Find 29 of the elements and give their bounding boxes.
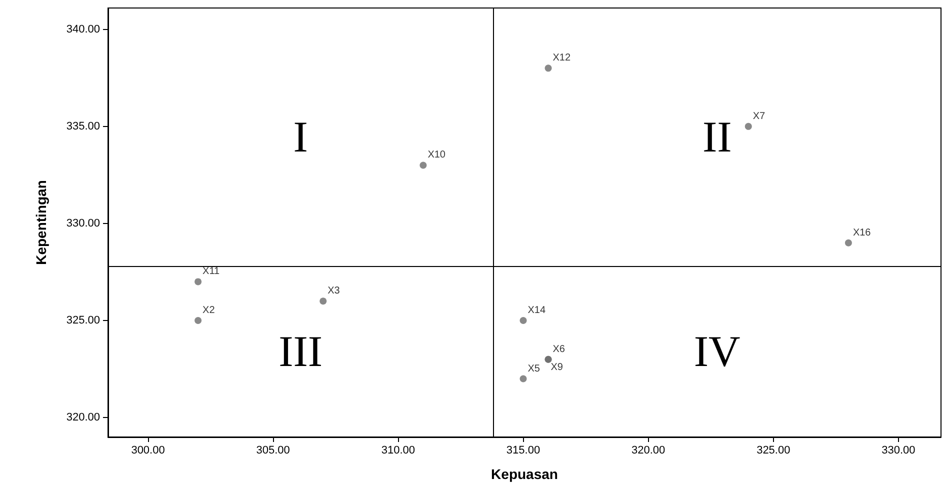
data-label: X11: [202, 266, 220, 278]
x-tick-label: 330.00: [882, 444, 916, 456]
annotation: III: [278, 327, 323, 376]
data-label: X12: [552, 52, 571, 64]
y-axis-title: Kepentingan: [33, 180, 49, 265]
data-label: X6: [552, 344, 566, 355]
annotation: I: [293, 112, 308, 162]
data-label: X10: [428, 150, 446, 161]
x-tick-label: 300.00: [131, 444, 165, 456]
y-tick-label: 325.00: [66, 314, 100, 327]
data-label: X2: [202, 305, 216, 316]
x-tick-label: 325.00: [756, 444, 790, 456]
annotation: II: [702, 112, 732, 162]
x-tick-label: 320.00: [631, 444, 666, 456]
data-label: X14: [528, 305, 546, 316]
annotation: IV: [694, 327, 741, 376]
x-axis-title: Kepuasan: [491, 466, 558, 482]
x-tick-label: 305.00: [256, 444, 290, 456]
data-label: X3: [328, 286, 340, 297]
y-tick-label: 330.00: [66, 217, 100, 230]
y-tick-label: 320.00: [66, 412, 100, 424]
data-label: X5: [528, 363, 540, 374]
x-tick-label: 310.00: [381, 444, 415, 456]
data-label: X9: [550, 362, 564, 373]
data-label: X7: [752, 110, 766, 122]
y-tick-label: 340.00: [66, 23, 100, 36]
y-tick-label: 335.00: [66, 120, 100, 132]
data-label: X16: [852, 227, 872, 238]
x-tick-label: 315.00: [506, 444, 540, 456]
